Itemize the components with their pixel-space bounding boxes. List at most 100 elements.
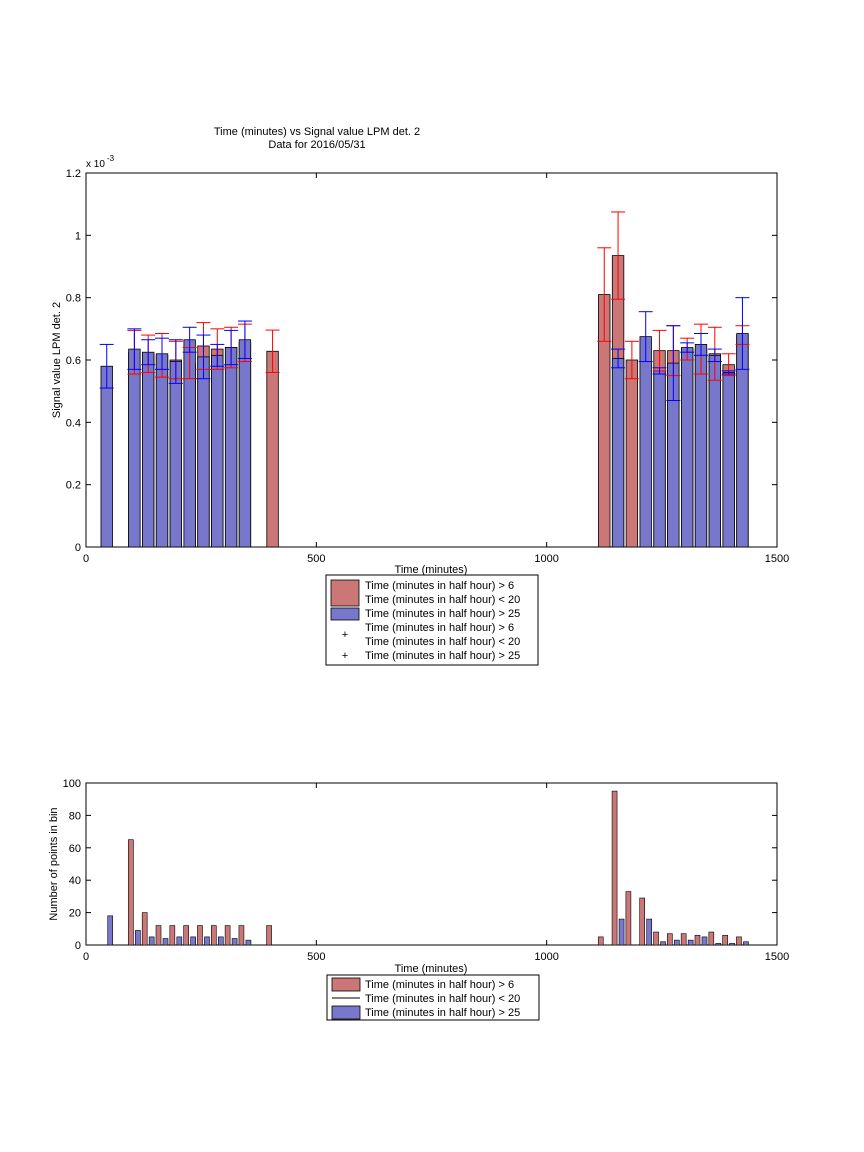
signal-plot-area: 0 500 1000 1500 0 0.2 0.4 0.6 0.8 1 1.2 xyxy=(66,168,790,565)
signal-bar-blue xyxy=(238,339,252,548)
count-x-tick-label: 500 xyxy=(307,951,325,963)
chart-title: Time (minutes) vs Signal value LPM det. … xyxy=(214,126,420,138)
count-bar-blue xyxy=(715,943,722,946)
signal-bar-blue xyxy=(611,358,625,548)
count-legend-label: Time (minutes in half hour) < 20 xyxy=(365,993,520,1005)
signal-bar-blue xyxy=(224,347,238,548)
signal-y-tick-label: 0 xyxy=(75,542,81,554)
signal-y-tick-label: 0.8 xyxy=(66,293,81,305)
count-legend-swatch xyxy=(331,1005,361,1020)
signal-errorbar-blue xyxy=(99,343,114,389)
signal-errorbar-blue xyxy=(237,320,252,359)
signal-y-tick-label: 0.2 xyxy=(66,480,81,492)
signal-y-tick-label: 0.4 xyxy=(66,417,81,429)
count-bar-red xyxy=(667,933,673,946)
signal-bar-blue xyxy=(100,365,113,548)
signal-errorbar-blue xyxy=(141,339,156,366)
count-bar-red xyxy=(722,934,728,946)
signal-errorbar-blue xyxy=(155,337,170,370)
count-bar-red xyxy=(169,925,176,946)
signal-legend-label: Time (minutes in half hour) > 25 xyxy=(365,608,520,620)
count-bar-blue xyxy=(245,939,252,946)
count-x-axis-label: Time (minutes) xyxy=(395,963,468,975)
signal-errorbar-blue xyxy=(721,370,736,375)
signal-errorbar-blue xyxy=(210,343,225,367)
signal-y-tick-label: 1.2 xyxy=(66,168,81,180)
count-legend: Time (minutes in half hour) > 6 Time (min… xyxy=(326,974,540,1021)
signal-legend-marker: + xyxy=(342,629,348,641)
signal-legend-swatch xyxy=(330,607,360,621)
count-bar-red xyxy=(224,925,231,946)
signal-errorbar-red xyxy=(624,340,639,380)
signal-exponent-label: x 10 xyxy=(86,159,105,170)
signal-errorbar-blue xyxy=(127,328,142,370)
signal-bar-blue xyxy=(211,354,224,548)
count-bar-blue xyxy=(190,936,196,946)
signal-legend-marker: + xyxy=(342,650,348,662)
signal-bar-blue xyxy=(128,348,141,548)
signal-legend-label: Time (minutes in half hour) < 20 xyxy=(365,636,520,648)
count-bar-blue xyxy=(135,930,141,946)
signal-x-axis-label: Time (minutes) xyxy=(395,564,468,576)
count-bar-blue xyxy=(743,941,749,946)
count-bar-red xyxy=(680,933,687,946)
signal-y-tick-label: 1 xyxy=(75,230,81,242)
count-legend-box xyxy=(326,974,540,1021)
count-bar-blue xyxy=(660,941,666,946)
signal-errorbar-blue xyxy=(168,339,183,384)
count-bar-blue xyxy=(618,918,625,946)
signal-chart: Time (minutes) vs Signal value LPM det. … xyxy=(51,126,790,666)
signal-bar-blue xyxy=(155,353,169,548)
signal-errorbar-blue xyxy=(652,367,667,375)
signal-x-tick-label: 500 xyxy=(307,553,325,565)
count-bar-red xyxy=(155,925,162,946)
signal-y-axis-label: Signal value LPM det. 2 xyxy=(51,302,63,418)
signal-errorbar-blue xyxy=(224,329,239,366)
signal-errorbar-red xyxy=(611,211,626,300)
signal-bar-blue xyxy=(708,354,721,548)
count-bar-red xyxy=(128,839,134,946)
count-bar-red xyxy=(639,897,646,946)
signal-errorbar-blue xyxy=(680,342,695,353)
count-x-tick-label: 0 xyxy=(83,951,89,963)
signal-errorbar-blue xyxy=(196,334,211,380)
count-plot-area: 0 500 1000 1500 0 20 40 60 80 100 xyxy=(63,778,790,963)
count-bar-blue xyxy=(231,938,238,946)
count-bar-red xyxy=(708,931,715,946)
count-bar-blue xyxy=(162,938,169,946)
signal-errorbar-blue xyxy=(693,333,708,356)
signal-x-tick-label: 0 xyxy=(83,553,89,565)
count-y-tick-label: 60 xyxy=(69,843,81,855)
chart-subtitle: Data for 2016/05/31 xyxy=(268,139,365,151)
count-legend-label: Time (minutes in half hour) > 25 xyxy=(365,1007,520,1019)
count-bar-red xyxy=(736,936,742,946)
signal-bar-blue xyxy=(653,370,666,548)
count-bar-blue xyxy=(701,936,708,946)
count-y-tick-label: 100 xyxy=(63,778,81,790)
count-bar-red xyxy=(210,925,217,946)
count-legend-swatch xyxy=(331,977,361,992)
count-y-axis-label: Number of points in bin xyxy=(48,807,60,920)
count-bar-red xyxy=(266,925,272,946)
count-x-tick-label: 1500 xyxy=(765,951,789,963)
signal-y-tick-label: 0.6 xyxy=(66,355,81,367)
signal-errorbar-blue xyxy=(707,348,722,363)
count-bar-red xyxy=(141,912,148,946)
count-legend-label: Time (minutes in half hour) > 6 xyxy=(365,979,514,991)
count-bar-blue xyxy=(107,915,114,946)
signal-exponent-power: -3 xyxy=(107,154,115,163)
signal-bar-red xyxy=(266,350,279,548)
count-bar-blue xyxy=(217,936,224,946)
count-bar-red xyxy=(611,790,618,946)
signal-bar-blue xyxy=(694,344,708,548)
signal-legend-label: Time (minutes in half hour) > 25 xyxy=(365,650,520,662)
signal-errorbar-red xyxy=(597,247,612,342)
count-bar-red xyxy=(625,891,632,946)
signal-bar-blue xyxy=(169,361,182,548)
signal-legend-box xyxy=(325,574,539,666)
count-y-tick-label: 40 xyxy=(69,875,81,887)
count-bar-blue xyxy=(674,939,680,946)
count-bar-red xyxy=(653,931,659,946)
count-bar-red xyxy=(238,925,245,946)
